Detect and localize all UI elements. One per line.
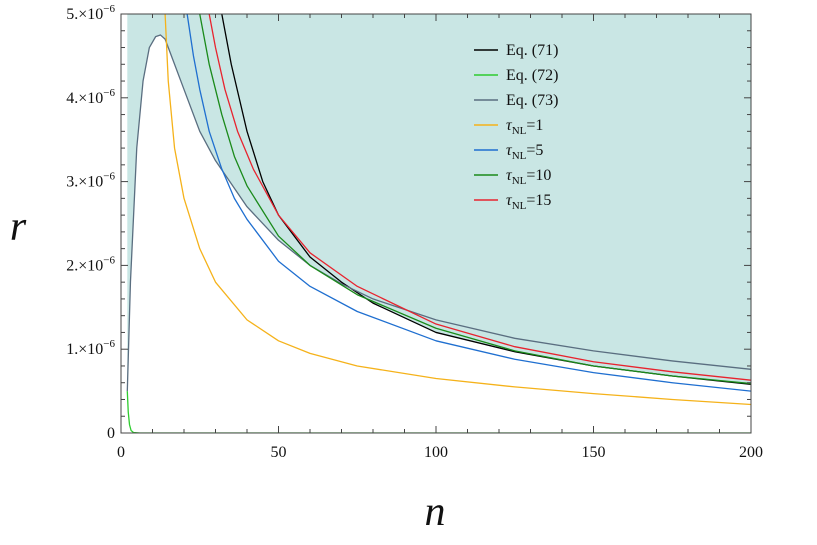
- series-line-5: [199, 14, 751, 385]
- y-tick-label: 4.×10−6: [66, 87, 115, 107]
- legend-label-6: τNL=15: [506, 192, 551, 212]
- legend: Eq. (71) Eq. (72) Eq. (73) τNL=1 τNL=5 τNL=10…: [474, 42, 558, 212]
- legend-label-0: Eq. (71): [506, 42, 558, 59]
- legend-label-1: Eq. (72): [506, 67, 558, 84]
- series-line-4: [186, 14, 751, 392]
- x-tick-label: 200: [739, 444, 763, 461]
- excluded-region: [127, 14, 751, 392]
- x-tick-label: 0: [117, 444, 125, 461]
- series-line-3: [164, 14, 751, 406]
- series-line-1: [126, 391, 751, 433]
- legend-label-5: τNL=10: [506, 167, 551, 187]
- y-tick-label: 5.×10−6: [66, 3, 115, 23]
- y-tick-label: 0: [107, 425, 115, 442]
- x-tick-label: 50: [271, 444, 287, 461]
- y-tick-label: 1.×10−6: [66, 338, 115, 358]
- x-axis-title: n: [425, 489, 446, 535]
- y-tick-label: 3.×10−6: [66, 171, 115, 191]
- legend-label-2: Eq. (73): [506, 92, 558, 109]
- x-tick-label: 100: [424, 444, 448, 461]
- y-axis-title: r: [10, 204, 27, 250]
- series-line-2: [126, 34, 751, 392]
- x-tick-label: 150: [582, 444, 606, 461]
- legend-label-4: τNL=5: [506, 142, 543, 162]
- y-tick-label: 2.×10−6: [66, 254, 115, 274]
- legend-label-3: τNL=1: [506, 117, 543, 137]
- series-line-6: [208, 14, 751, 381]
